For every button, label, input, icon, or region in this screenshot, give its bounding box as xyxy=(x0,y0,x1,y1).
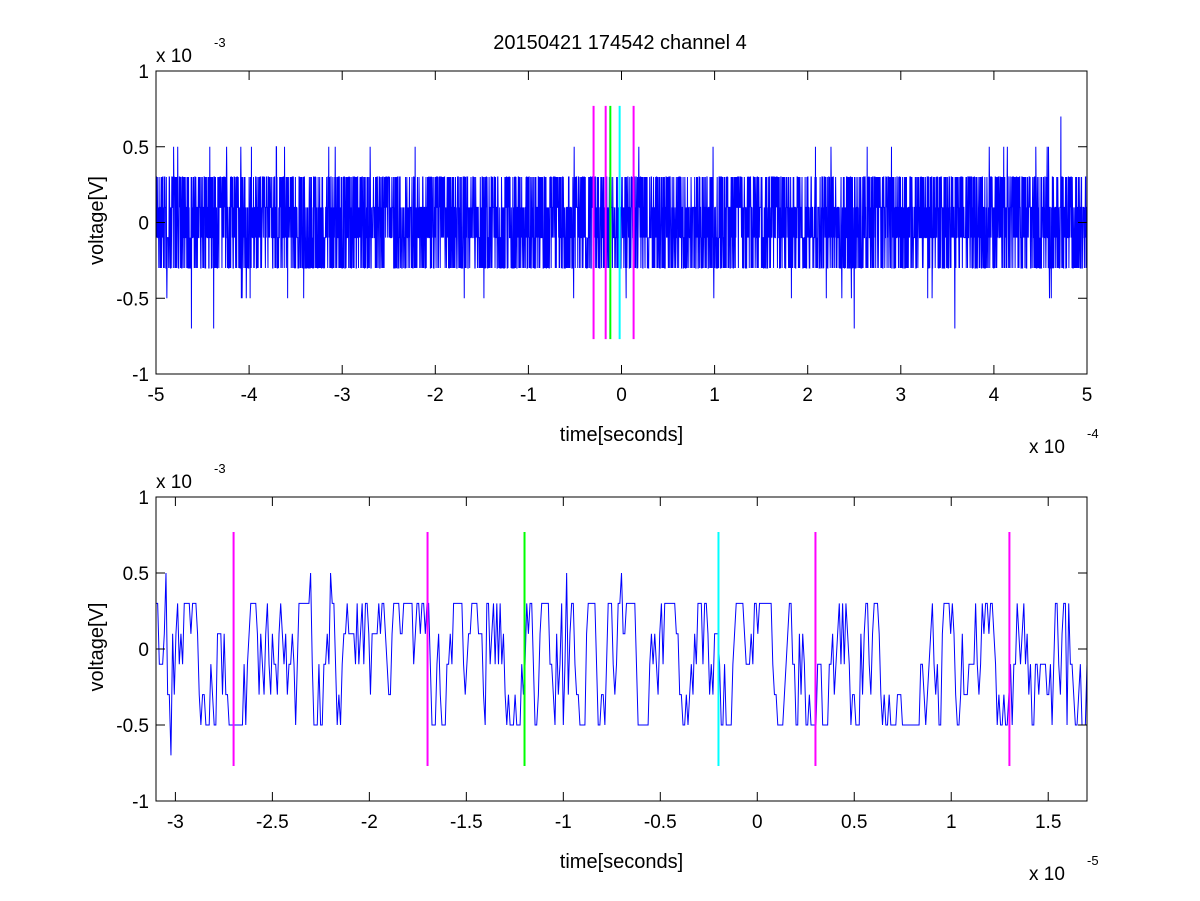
top-x-axis-label: time[seconds] xyxy=(560,424,683,446)
x-tick-label: -3 xyxy=(167,812,184,833)
bottom-x-multiplier: x 10 xyxy=(1029,864,1065,885)
y-tick-label: 0 xyxy=(138,214,149,235)
x-tick-label: 3 xyxy=(896,385,907,406)
bottom-x-ticks: -3 -2.5 -2 -1.5 -1 -0.5 0 0.5 1 1.5 xyxy=(167,497,1061,833)
bottom-y-axis-label: voltage[V] xyxy=(86,603,108,692)
top-y-multiplier: x 10 xyxy=(156,46,192,67)
y-tick-label: -0.5 xyxy=(116,289,149,310)
signal-trace xyxy=(156,116,1087,329)
bottom-x-exponent: -5 xyxy=(1087,853,1099,868)
y-tick-label: -0.5 xyxy=(116,716,149,737)
figure-title: 20150421 174542 channel 4 xyxy=(493,32,747,54)
x-tick-label: 5 xyxy=(1082,385,1093,406)
x-tick-label: -0.5 xyxy=(644,812,677,833)
bottom-y-ticks: 1 0.5 0 -0.5 -1 xyxy=(116,488,1087,813)
x-tick-label: 2 xyxy=(802,385,813,406)
x-tick-label: -1 xyxy=(555,812,572,833)
top-axes: -5 -4 -3 -2 -1 0 1 2 3 4 5 1 0.5 0 -0.5 -1 time[second… xyxy=(86,35,1099,458)
bottom-y-exponent: -3 xyxy=(214,461,226,476)
top-x-ticks: -5 -4 -3 -2 -1 0 1 2 3 4 5 xyxy=(148,71,1093,406)
bottom-plot-area xyxy=(156,531,1087,767)
y-tick-label: 0.5 xyxy=(123,564,149,585)
x-tick-label: 0 xyxy=(616,385,627,406)
y-tick-label: 1 xyxy=(138,488,149,509)
y-tick-label: 0.5 xyxy=(123,138,149,159)
x-tick-label: -3 xyxy=(334,385,351,406)
x-tick-label: 0 xyxy=(752,812,763,833)
top-x-multiplier: x 10 xyxy=(1029,437,1065,458)
x-tick-label: 1 xyxy=(946,812,957,833)
x-tick-label: -1 xyxy=(520,385,537,406)
top-plot-area xyxy=(156,105,1087,340)
bottom-x-axis-label: time[seconds] xyxy=(560,851,683,873)
x-tick-label: -1.5 xyxy=(450,812,483,833)
signal-trace xyxy=(156,572,1087,756)
x-tick-label: 4 xyxy=(989,385,1000,406)
top-x-exponent: -4 xyxy=(1087,426,1099,441)
x-tick-label: -2.5 xyxy=(256,812,289,833)
bottom-y-multiplier: x 10 xyxy=(156,472,192,493)
top-y-ticks: 1 0.5 0 -0.5 -1 xyxy=(116,62,1087,386)
y-tick-label: 1 xyxy=(138,62,149,83)
y-tick-label: -1 xyxy=(132,792,149,813)
bottom-axes: -3 -2.5 -2 -1.5 -1 -0.5 0 0.5 1 1.5 1 0.5 0 -0.5 -1 t… xyxy=(86,461,1099,885)
y-tick-label: 0 xyxy=(138,640,149,661)
x-tick-label: -2 xyxy=(361,812,378,833)
y-tick-label: -1 xyxy=(132,365,149,386)
x-tick-label: 1 xyxy=(709,385,720,406)
top-y-axis-label: voltage[V] xyxy=(86,176,108,265)
x-tick-label: 0.5 xyxy=(841,812,867,833)
bottom-axes-frame xyxy=(155,496,1088,802)
top-y-exponent: -3 xyxy=(214,35,226,50)
x-tick-label: 1.5 xyxy=(1035,812,1061,833)
x-tick-label: -4 xyxy=(241,385,258,406)
x-tick-label: -2 xyxy=(427,385,444,406)
x-tick-label: -5 xyxy=(148,385,165,406)
